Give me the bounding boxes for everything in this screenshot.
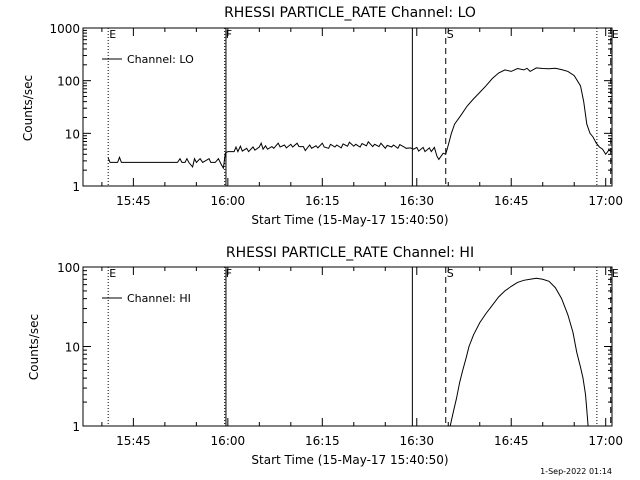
lo-y-axis-label: Counts/sec <box>21 75 35 141</box>
lo-marker-flag: E <box>109 28 116 41</box>
lo-plot-frame <box>82 27 613 187</box>
lo-legend-label: Channel: LO <box>127 53 194 66</box>
lo-marker-flag: S <box>447 28 454 41</box>
lo-marker-flag: E <box>612 28 619 41</box>
lo-xtick-label: 16:30 <box>399 194 434 208</box>
hi-plot-frame <box>82 266 613 427</box>
footer-timestamp: 1-Sep-2022 01:14 <box>540 467 612 476</box>
hi-ytick-label: 10 <box>65 341 80 355</box>
hi-marker-flag: E <box>109 267 116 280</box>
hi-channel-panel: RHESSI PARTICLE_RATE Channel: HI Counts/… <box>27 245 623 467</box>
lo-xtick-label: 16:45 <box>494 194 529 208</box>
hi-marker-flag: S <box>447 267 454 280</box>
hi-xtick-label: 16:15 <box>305 434 340 448</box>
lo-ytick-label: 100 <box>57 75 80 89</box>
hi-series-line <box>449 277 589 426</box>
hi-xtick-label: 16:45 <box>494 434 529 448</box>
lo-x-axis-label: Start Time (15-May-17 15:40:50) <box>251 213 448 227</box>
hi-marker-flag: F <box>226 267 232 280</box>
hi-y-axis-label: Counts/sec <box>27 314 41 380</box>
hi-chart-title: RHESSI PARTICLE_RATE Channel: HI <box>226 245 474 261</box>
hi-x-axis-label: Start Time (15-May-17 15:40:50) <box>251 453 448 467</box>
lo-xtick-label: 17:00 <box>588 194 623 208</box>
hi-xtick-label: 16:00 <box>211 434 246 448</box>
lo-xtick-label: 16:15 <box>305 194 340 208</box>
lo-xtick-label: 15:45 <box>116 194 151 208</box>
hi-ytick-label: 1 <box>72 420 80 434</box>
lo-chart-title: RHESSI PARTICLE_RATE Channel: LO <box>224 5 476 21</box>
lo-xtick-label: 16:00 <box>211 194 246 208</box>
lo-ytick-label: 1000 <box>49 22 80 36</box>
hi-xtick-label: 16:30 <box>399 434 434 448</box>
hi-legend-label: Channel: HI <box>127 292 191 305</box>
lo-ytick-label: 10 <box>65 127 80 141</box>
lo-channel-panel: RHESSI PARTICLE_RATE Channel: LO Counts/… <box>21 5 623 227</box>
lo-marker-flag: F <box>226 28 232 41</box>
hi-xtick-label: 17:00 <box>588 434 623 448</box>
hi-marker-flag: E <box>612 267 619 280</box>
lo-series-line <box>107 67 612 170</box>
hi-xtick-label: 15:45 <box>116 434 151 448</box>
hi-ytick-label: 100 <box>57 261 80 275</box>
lo-ytick-label: 1 <box>72 180 80 194</box>
